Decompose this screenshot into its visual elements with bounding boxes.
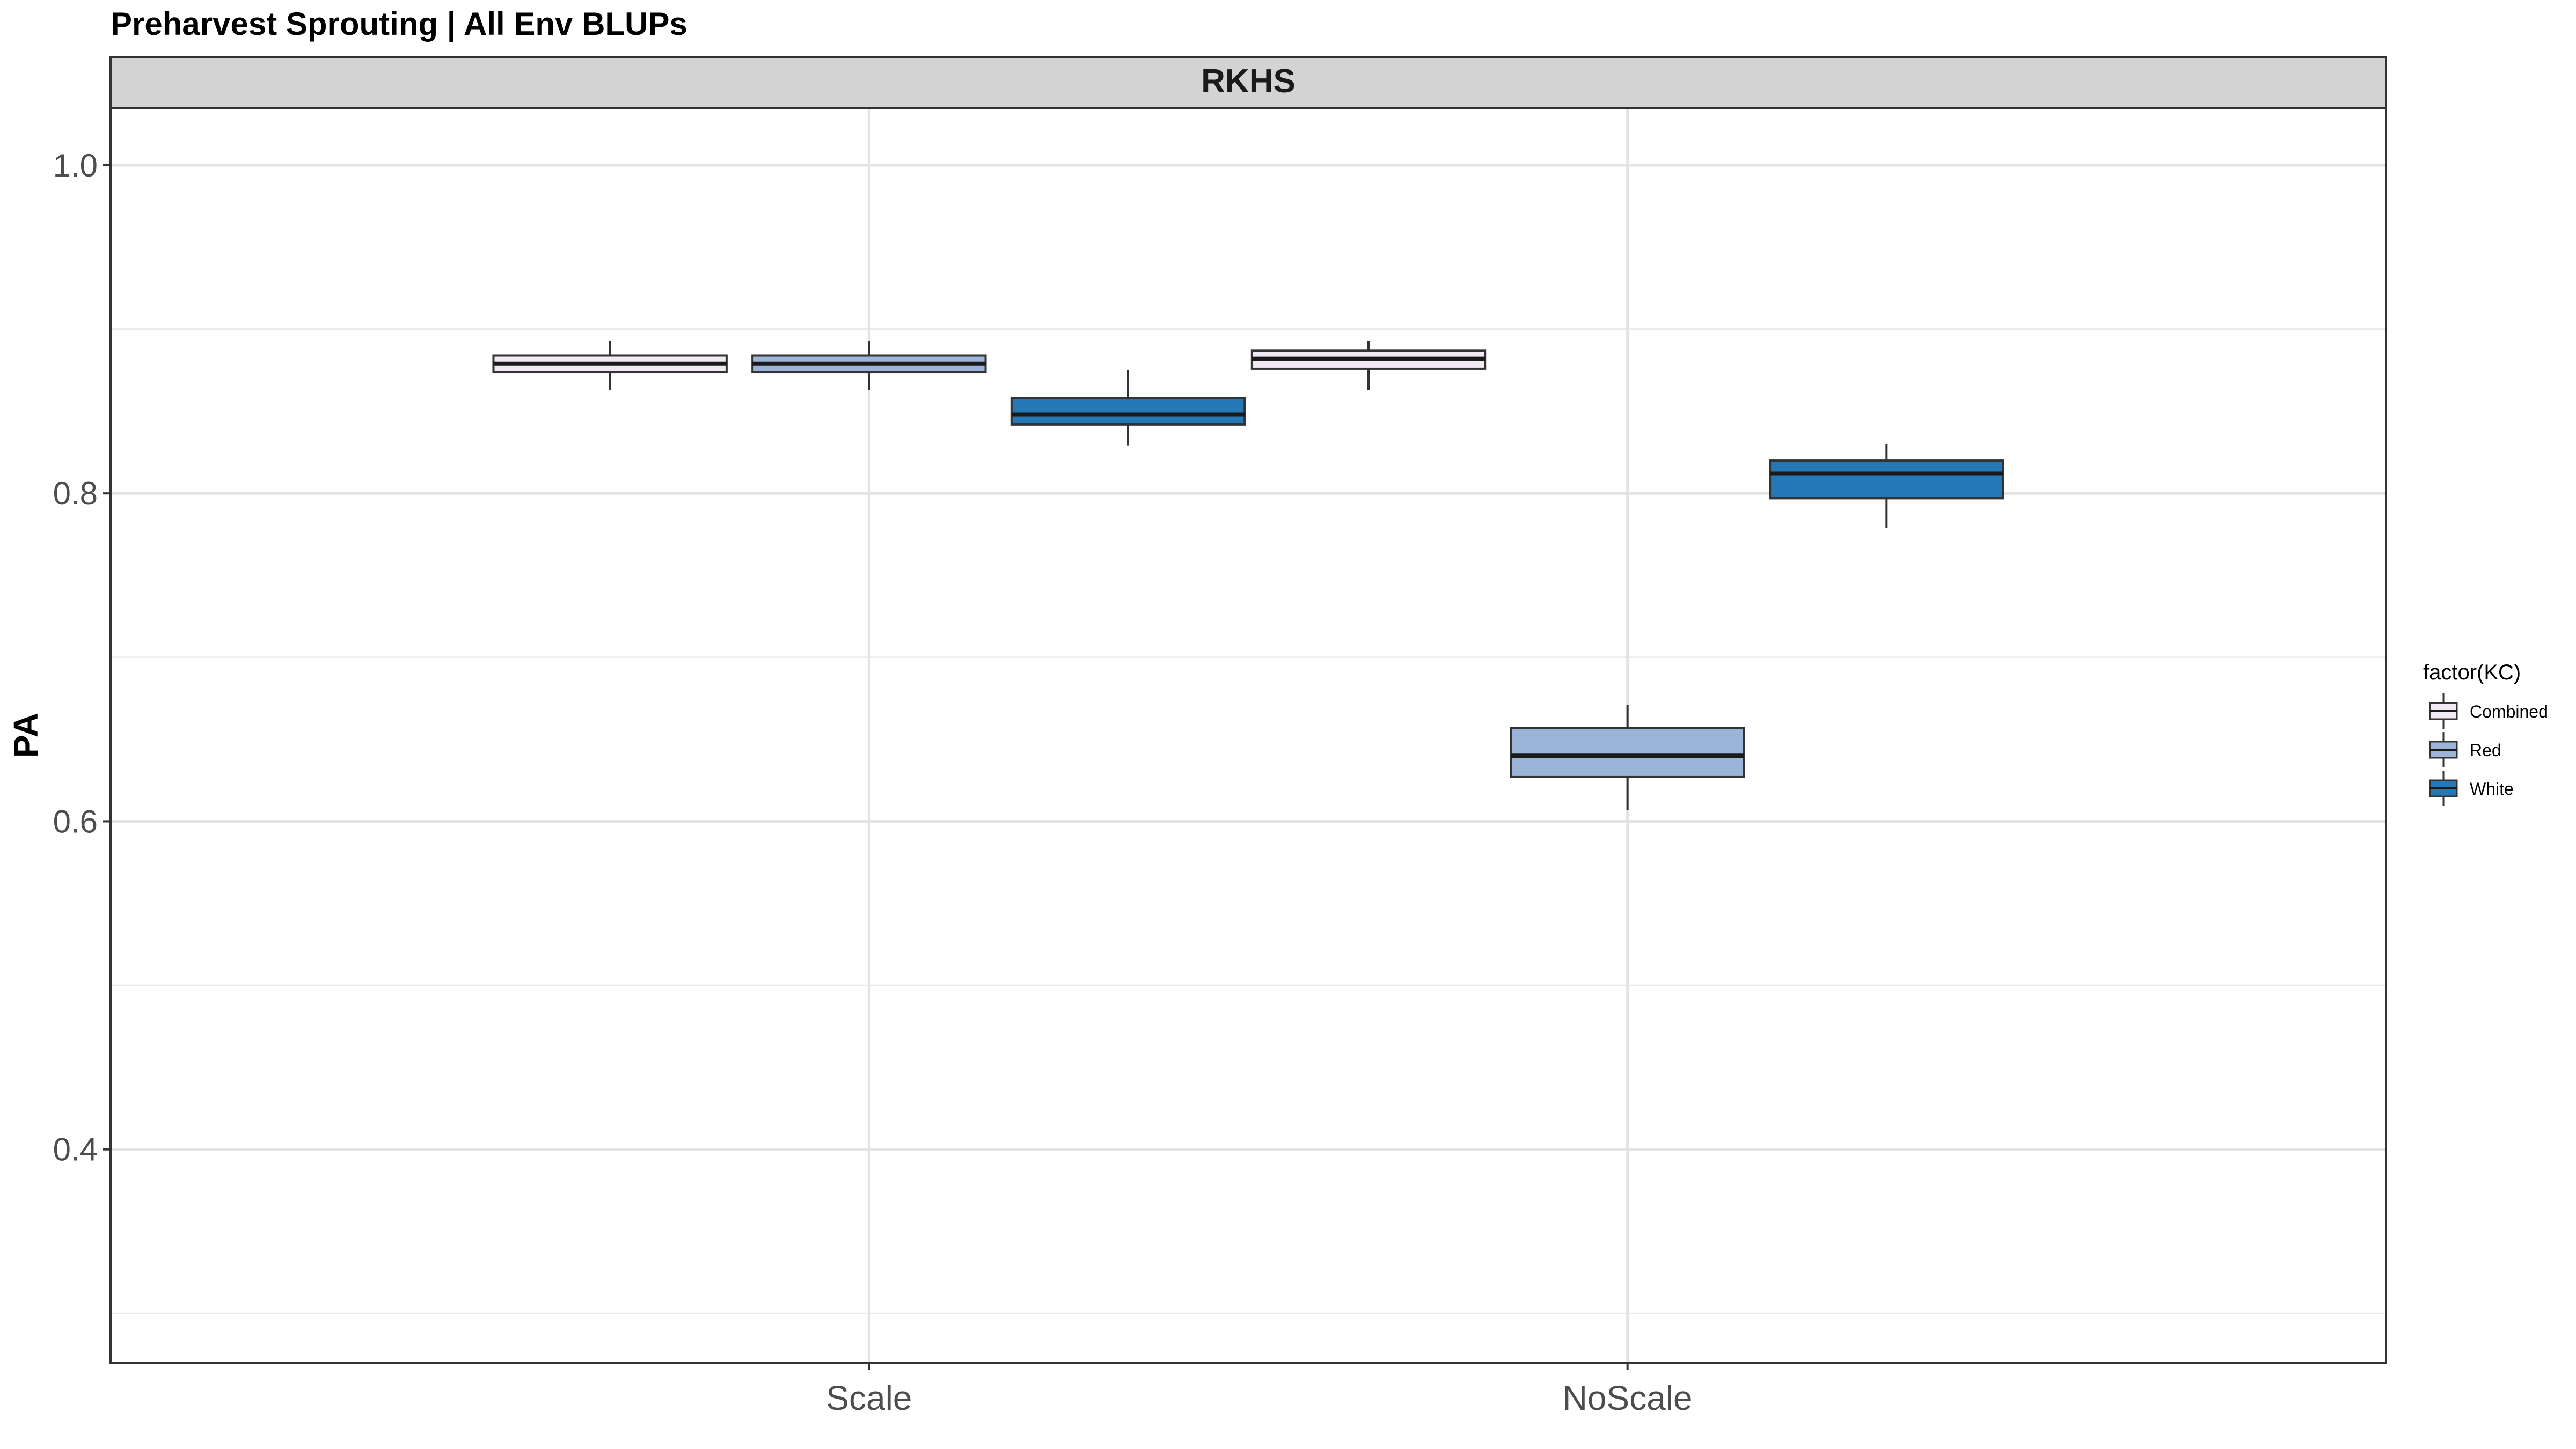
box-red-scale [751,340,987,390]
legend-label: Combined [2470,702,2548,721]
legend-item-combined: Combined [2429,693,2548,729]
x-tick-label: NoScale [1563,1379,1693,1417]
legend-item-red: Red [2429,732,2501,767]
box-red-noscale [1510,705,1745,810]
y-tick-label: 0.4 [53,1132,98,1168]
y-tick-label: 0.6 [53,803,98,839]
y-axis-label: PA [6,713,45,758]
legend-title: factor(KC) [2423,661,2521,684]
x-tick-label: Scale [826,1379,912,1417]
panel-border [109,107,2387,1364]
legend-label: White [2470,779,2514,799]
facet-label: RKHS [1201,63,1296,100]
box-plots [492,340,2004,810]
legend-label: Red [2470,741,2501,760]
y-tick-label: 0.8 [53,475,98,511]
y-axis-ticks: 0.4 0.6 0.8 1.0 [53,148,111,1168]
y-tick-label: 1.0 [53,148,98,184]
box-combined-scale [492,340,728,390]
box-body [1510,727,1745,778]
legend-item-white: White [2429,771,2514,806]
chart-title: Preharvest Sprouting | All Env BLUPs [111,6,687,42]
box-white-noscale [1769,444,2004,528]
box-white-scale [1010,370,1246,446]
legend: factor(KC) Combined Red White [2423,661,2548,806]
plot-panel [111,108,2386,1363]
box-body [1769,459,2004,500]
box-body [1010,397,1246,426]
x-axis-ticks: Scale NoScale [826,1363,1693,1417]
facet-strip [109,56,2387,109]
box-combined-noscale [1250,340,1487,390]
